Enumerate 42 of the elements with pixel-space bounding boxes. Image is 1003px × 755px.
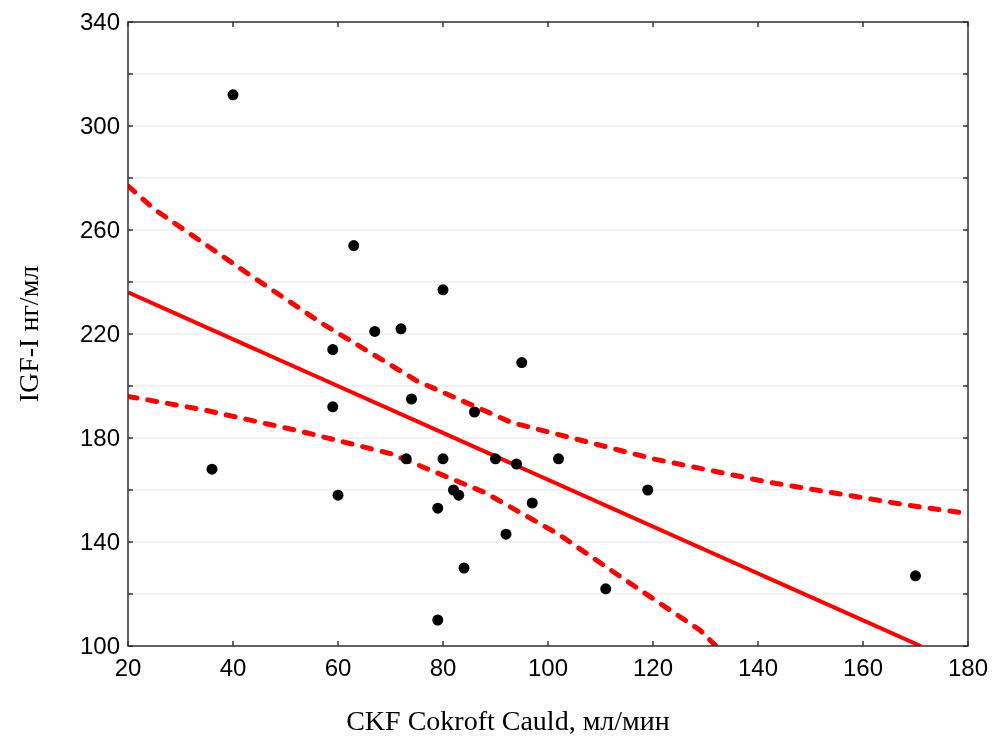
point [458, 562, 470, 574]
point [469, 406, 480, 418]
point [327, 344, 339, 356]
y-axis-title: IGF-I нг/мл [13, 265, 44, 403]
y-tick-label: 140 [79, 528, 120, 556]
point [553, 453, 564, 465]
point [432, 614, 444, 626]
point [432, 502, 444, 514]
point [395, 323, 407, 335]
y-tick-label: 220 [79, 320, 120, 348]
x-axis-title: CKF Cokroft Cauld, мл/мин [346, 705, 670, 736]
point [500, 528, 512, 540]
point [406, 393, 417, 405]
point [369, 325, 381, 337]
x-tick-label: 180 [947, 654, 989, 681]
x-tick-label: 160 [842, 654, 884, 681]
point [437, 284, 449, 296]
point [348, 240, 360, 252]
point [511, 458, 522, 470]
x-tick-label: 100 [527, 654, 569, 681]
point [642, 484, 654, 496]
point [332, 489, 344, 501]
point [327, 401, 339, 413]
point [227, 89, 239, 101]
point [526, 497, 538, 509]
point [600, 583, 612, 595]
y-tick-label: 300 [79, 112, 120, 140]
point [516, 357, 528, 369]
x-tick-label: 60 [324, 654, 352, 681]
x-tick-label: 120 [632, 654, 674, 681]
y-tick-label: 180 [79, 424, 120, 452]
point [910, 570, 921, 582]
point [490, 453, 501, 465]
y-tick-label: 340 [79, 8, 120, 36]
x-tick-label: 80 [429, 654, 457, 681]
point [206, 463, 218, 475]
point [437, 453, 449, 465]
x-tick-label: 140 [737, 654, 779, 681]
point [400, 453, 412, 465]
point [453, 489, 465, 501]
x-tick-label: 40 [219, 654, 247, 681]
y-tick-label: 260 [79, 216, 120, 244]
